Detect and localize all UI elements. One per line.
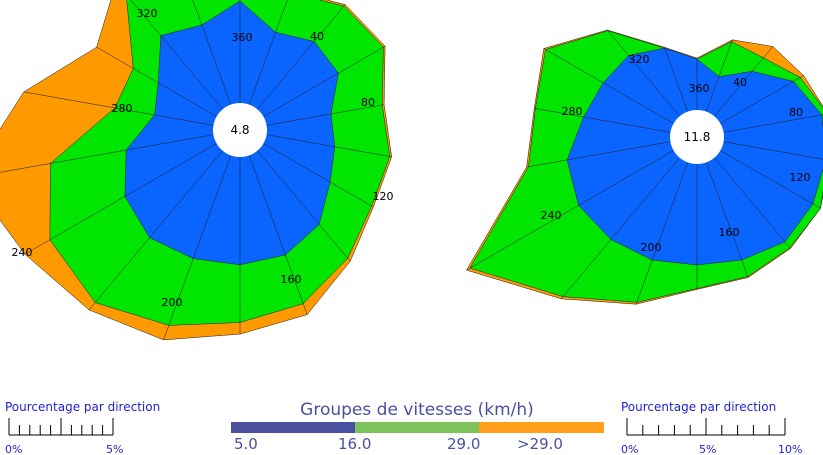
wind-rose-right: 11.8 40 80 120 160 200 240 280 320 360 — [466, 29, 823, 305]
percent-scale-right: Pourcentage par direction 0% 5% 10% — [621, 400, 802, 455]
rose-2-spoke-140 — [714, 157, 791, 249]
rose-1-spoke-160 — [248, 155, 308, 315]
legend-swatch-16-29 — [355, 422, 479, 433]
legend-value-4: >29.0 — [517, 435, 563, 453]
rose-1-direction-label-40: 40 — [310, 30, 324, 43]
rose-2-direction-label-240: 240 — [541, 209, 562, 222]
rose-1-spoke-140 — [257, 150, 351, 262]
rose-2-direction-label-80: 80 — [789, 106, 803, 119]
rose-1-spoke-300 — [96, 46, 217, 117]
rose-1-spoke-260 — [0, 134, 214, 173]
rose-1-spoke-20 — [248, 0, 288, 105]
scale-tick-right-0: 0% — [621, 443, 638, 455]
rose-1-direction-label-320: 320 — [137, 7, 158, 20]
rose-2-direction-label-360: 360 — [689, 82, 710, 95]
rose-2-spoke-340 — [664, 47, 689, 112]
rose-2-direction-label-160: 160 — [719, 226, 740, 239]
scale-tick-right-10: 10% — [778, 443, 802, 455]
rose-2-center-label: 11.8 — [684, 130, 711, 144]
rose-2-spoke-220 — [561, 157, 680, 299]
speed-legend: Groupes de vitesses (km/h) 5.0 16.0 29.0… — [231, 400, 604, 453]
wind-rose-left: 4.8 40 80 120 160 200 240 280 320 360 — [0, 0, 394, 341]
legend-title: Groupes de vitesses (km/h) — [300, 400, 534, 420]
rose-1-spoke-100 — [266, 134, 392, 158]
rose-1-direction-label-200: 200 — [162, 296, 183, 309]
rose-2-spoke-200 — [635, 162, 689, 305]
rose-1-spoke-340 — [192, 0, 232, 105]
scale-tick-left-0: 0% — [5, 443, 22, 455]
rose-1-spoke-80 — [266, 104, 385, 126]
rose-2-spoke-40 — [714, 46, 774, 117]
rose-2-spoke-320 — [607, 29, 680, 117]
legend-swatch-5-16 — [231, 422, 355, 433]
scale-ticks-right — [626, 418, 786, 435]
rose-1-spoke-120 — [263, 143, 374, 208]
rose-2-spoke-240 — [466, 150, 674, 271]
legend-swatch-29-plus — [479, 422, 604, 433]
rose-1-spoke-60 — [263, 45, 386, 117]
rose-1-direction-label-80: 80 — [361, 96, 375, 109]
percent-scale-left: Pourcentage par direction 0% 5% — [5, 400, 160, 455]
rose-1-direction-label-280: 280 — [112, 102, 133, 115]
rose-2-direction-label-40: 40 — [733, 76, 747, 89]
rose-2-center-hole — [670, 110, 724, 164]
scale-tick-right-5: 5% — [699, 443, 716, 455]
rose-1-direction-label-360: 360 — [232, 31, 253, 44]
scale-tick-left-5: 5% — [106, 443, 123, 455]
rose-2-spoke-260 — [526, 141, 671, 168]
scale-title-left: Pourcentage par direction — [5, 400, 160, 414]
scale-ticks-left — [8, 418, 114, 435]
rose-2-spoke-80 — [723, 114, 823, 133]
rose-1-center-label: 4.8 — [230, 123, 249, 137]
rose-1-spoke-40 — [257, 4, 346, 110]
legend-value-3: 29.0 — [447, 435, 480, 453]
legend-value-2: 16.0 — [338, 435, 371, 453]
rose-2-spoke-100 — [723, 141, 823, 160]
rose-2-spoke-160 — [705, 162, 749, 278]
rose-1-spoke-320 — [130, 0, 223, 110]
rose-1-spoke-220 — [88, 150, 223, 311]
rose-1-spoke-200 — [163, 155, 232, 340]
scale-title-right: Pourcentage par direction — [621, 400, 776, 414]
rose-2-direction-label-320: 320 — [629, 53, 650, 66]
rose-1-direction-label-120: 120 — [373, 190, 394, 203]
rose-1-direction-label-240: 240 — [12, 246, 33, 259]
rose-2-spoke-20 — [705, 39, 733, 112]
rose-2-direction-label-120: 120 — [790, 171, 811, 184]
rose-2-spoke-120 — [720, 150, 821, 209]
rose-2-direction-label-280: 280 — [562, 105, 583, 118]
legend-value-1: 5.0 — [234, 435, 258, 453]
rose-2-spoke-300 — [543, 48, 674, 124]
rose-1-spoke-240 — [24, 143, 217, 255]
rose-2-spoke-60 — [720, 75, 804, 124]
rose-2-direction-label-200: 200 — [641, 241, 662, 254]
rose-1-direction-label-160: 160 — [281, 273, 302, 286]
rose-1-center-hole — [213, 103, 267, 157]
rose-2-spoke-280 — [534, 108, 671, 133]
rose-1-spoke-280 — [23, 91, 214, 126]
